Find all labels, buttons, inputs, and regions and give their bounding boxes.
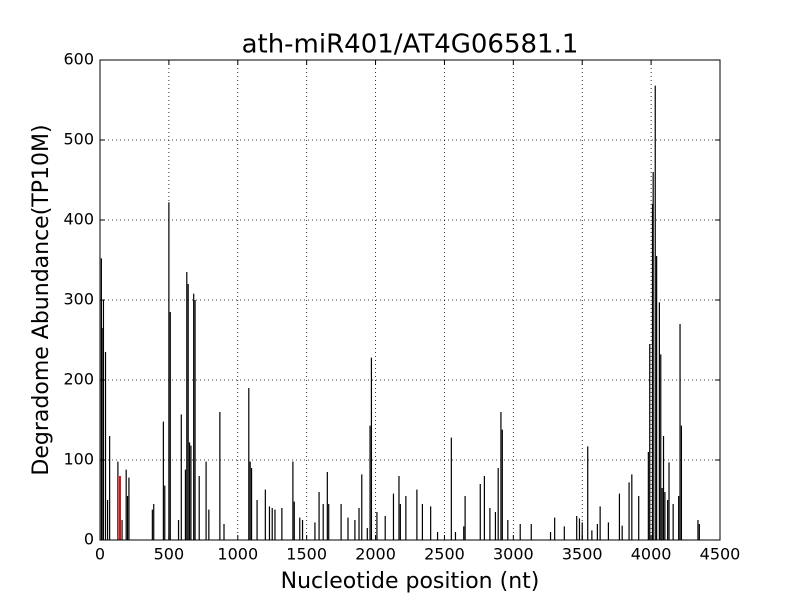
x-tick-label: 0: [95, 545, 105, 564]
y-tick-label: 200: [63, 370, 94, 389]
plot-frame: [99, 59, 721, 541]
x-tick-label: 1000: [217, 545, 258, 564]
x-tick-label: 2000: [355, 545, 396, 564]
y-tick-label: 500: [63, 130, 94, 149]
x-axis-label: Nucleotide position (nt): [281, 569, 540, 594]
x-tick-label: 3000: [493, 545, 534, 564]
x-tick-label: 2500: [424, 545, 465, 564]
y-tick-label: 100: [63, 450, 94, 469]
y-tick-label: 300: [63, 290, 94, 309]
x-tick-label: 4000: [631, 545, 672, 564]
x-tick-label: 3500: [562, 545, 603, 564]
x-tick-label: 1500: [286, 545, 327, 564]
x-tick-label: 4500: [700, 545, 741, 564]
x-tick-label: 500: [154, 545, 185, 564]
chart-title: ath-miR401/AT4G06581.1: [242, 30, 579, 60]
y-axis-label: Degradome Abundance(TP10M): [29, 124, 54, 475]
y-tick-label: 600: [63, 50, 94, 69]
y-tick-label: 400: [63, 210, 94, 229]
y-tick-label: 0: [84, 530, 94, 549]
